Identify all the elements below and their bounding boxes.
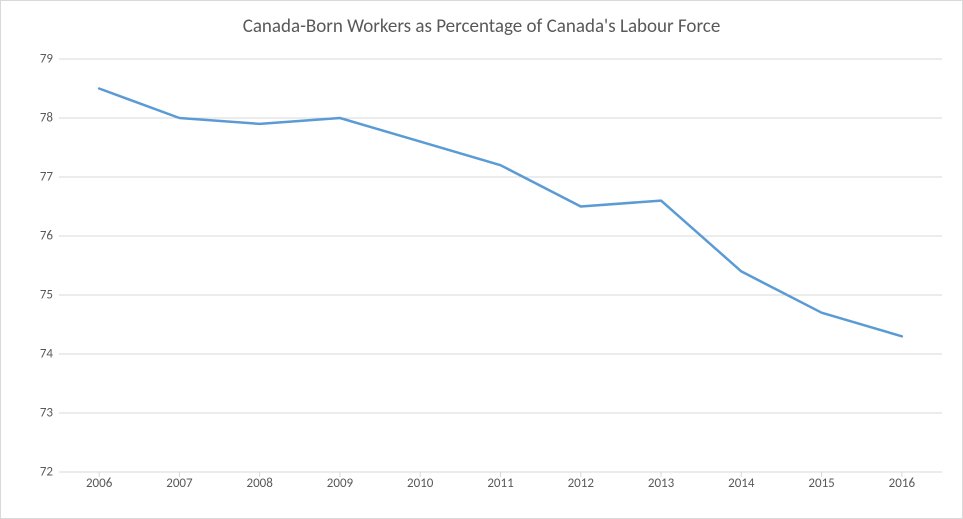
x-axis-label: 2011 bbox=[487, 476, 513, 491]
y-axis-label: 79 bbox=[13, 52, 53, 67]
y-axis-label: 75 bbox=[13, 288, 53, 303]
x-axis-label: 2008 bbox=[246, 476, 272, 491]
x-axis-label: 2007 bbox=[166, 476, 192, 491]
chart-container: Canada-Born Workers as Percentage of Can… bbox=[0, 0, 963, 519]
x-axis-label: 2010 bbox=[407, 476, 433, 491]
y-axis-label: 78 bbox=[13, 111, 53, 126]
x-axis-label: 2009 bbox=[327, 476, 353, 491]
x-axis-label: 2016 bbox=[889, 476, 915, 491]
x-axis-label: 2015 bbox=[808, 476, 834, 491]
x-axis-label: 2014 bbox=[728, 476, 754, 491]
y-axis-label: 76 bbox=[13, 229, 53, 244]
y-axis-label: 72 bbox=[13, 465, 53, 480]
x-axis-label: 2013 bbox=[648, 476, 674, 491]
data-line bbox=[99, 89, 902, 337]
y-axis-label: 77 bbox=[13, 170, 53, 185]
y-axis-label: 74 bbox=[13, 347, 53, 362]
line-chart-svg bbox=[59, 59, 942, 478]
plot-area bbox=[59, 59, 942, 472]
chart-title: Canada-Born Workers as Percentage of Can… bbox=[1, 1, 962, 44]
x-axis-label: 2012 bbox=[568, 476, 594, 491]
x-axis-label: 2006 bbox=[86, 476, 112, 491]
y-axis-label: 73 bbox=[13, 406, 53, 421]
